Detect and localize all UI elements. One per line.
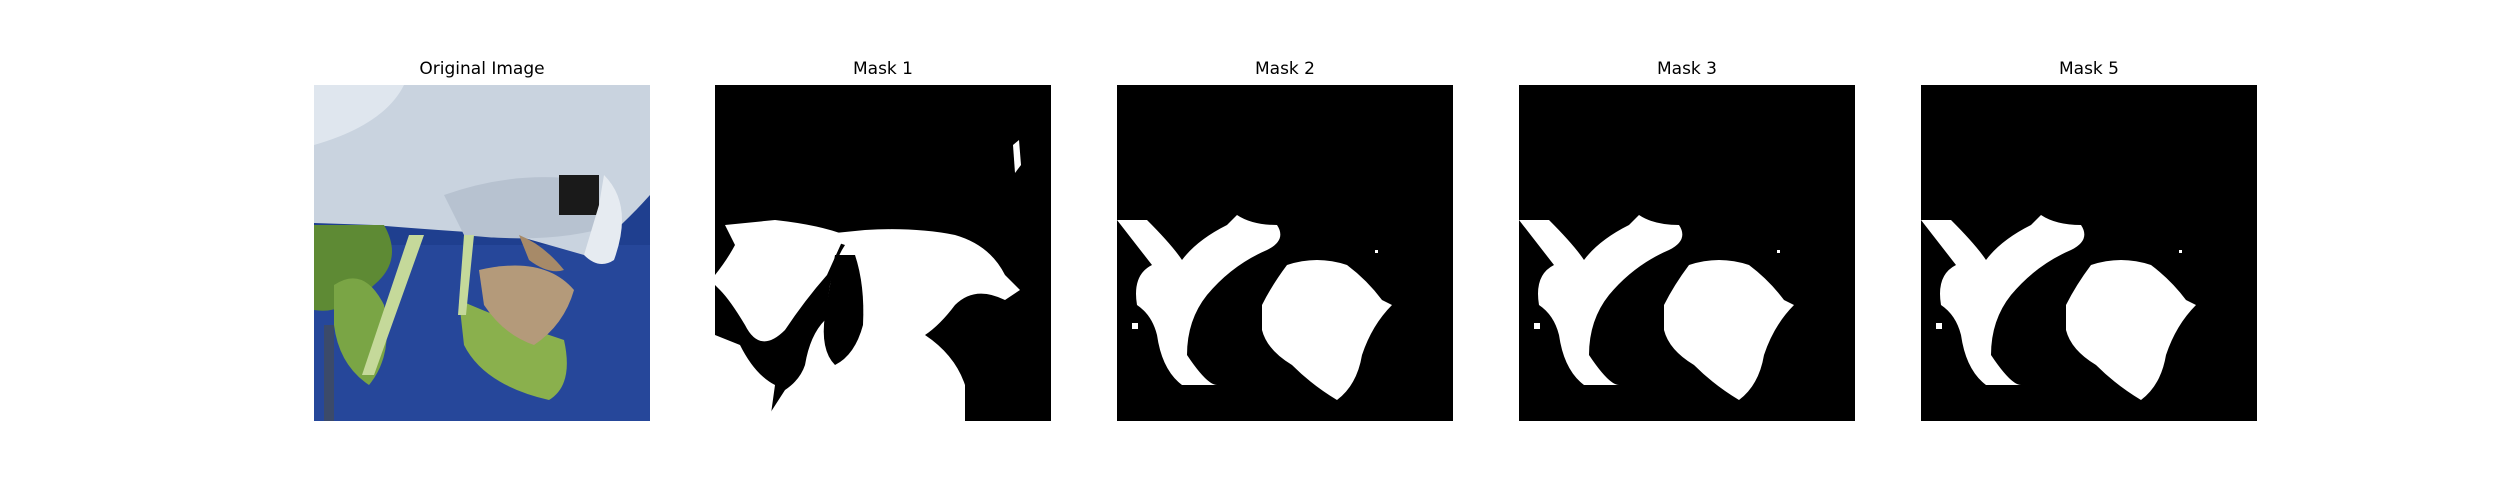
mask-region [1664,260,1794,400]
mask-region [765,229,1020,421]
photo-pipe-highlight [314,85,404,145]
photo-dry-leaf [519,235,564,272]
mask-region [1013,140,1021,173]
photo-dry-leaf [479,265,574,345]
mask-region [715,220,845,342]
mask-2-image [1117,85,1453,421]
panel-mask-2: Mask 2 [1117,0,1453,500]
mask-image [1921,85,2257,421]
mask-speck [1375,250,1378,253]
mask-region [1117,215,1281,385]
mask-speck [1534,323,1540,329]
photo-leaf [314,225,392,311]
mask-image [715,85,1051,421]
mask-region [1519,215,1683,385]
photo-stem [458,235,474,315]
panel-original-image: Original Image [314,0,650,500]
photo-post [324,325,334,421]
original-photo [314,85,650,421]
mask-region [1262,260,1392,400]
panel-title: Mask 5 [2058,59,2119,79]
photo-leaf [459,300,567,400]
photo-pipe-rim [584,175,622,264]
mask-region [715,335,775,421]
panel-mask-1: Mask 1 [715,0,1051,500]
mask-1-image [715,85,1051,421]
mask-image [1519,85,1855,421]
mask-image [1117,85,1453,421]
panel-mask-5: Mask 5 [1921,0,2257,500]
panel-title: Mask 1 [852,59,913,79]
panel-title: Mask 2 [1254,59,1315,79]
photo-pipe-inner [559,175,599,215]
mask-5-image [1921,85,2257,421]
mask-region [1921,215,2085,385]
mask-speck [1936,323,1942,329]
photo-stem [362,235,424,375]
panel-title: Original Image [419,59,545,79]
original-image [314,85,650,421]
mask-speck [1132,323,1138,329]
panel-mask-3: Mask 3 [1519,0,1855,500]
mask-hole [823,255,864,365]
mask-speck [1777,250,1780,253]
mask-region [2066,260,2196,400]
mask-speck [2179,250,2182,253]
mask-3-image [1519,85,1855,421]
panel-title: Mask 3 [1656,59,1717,79]
